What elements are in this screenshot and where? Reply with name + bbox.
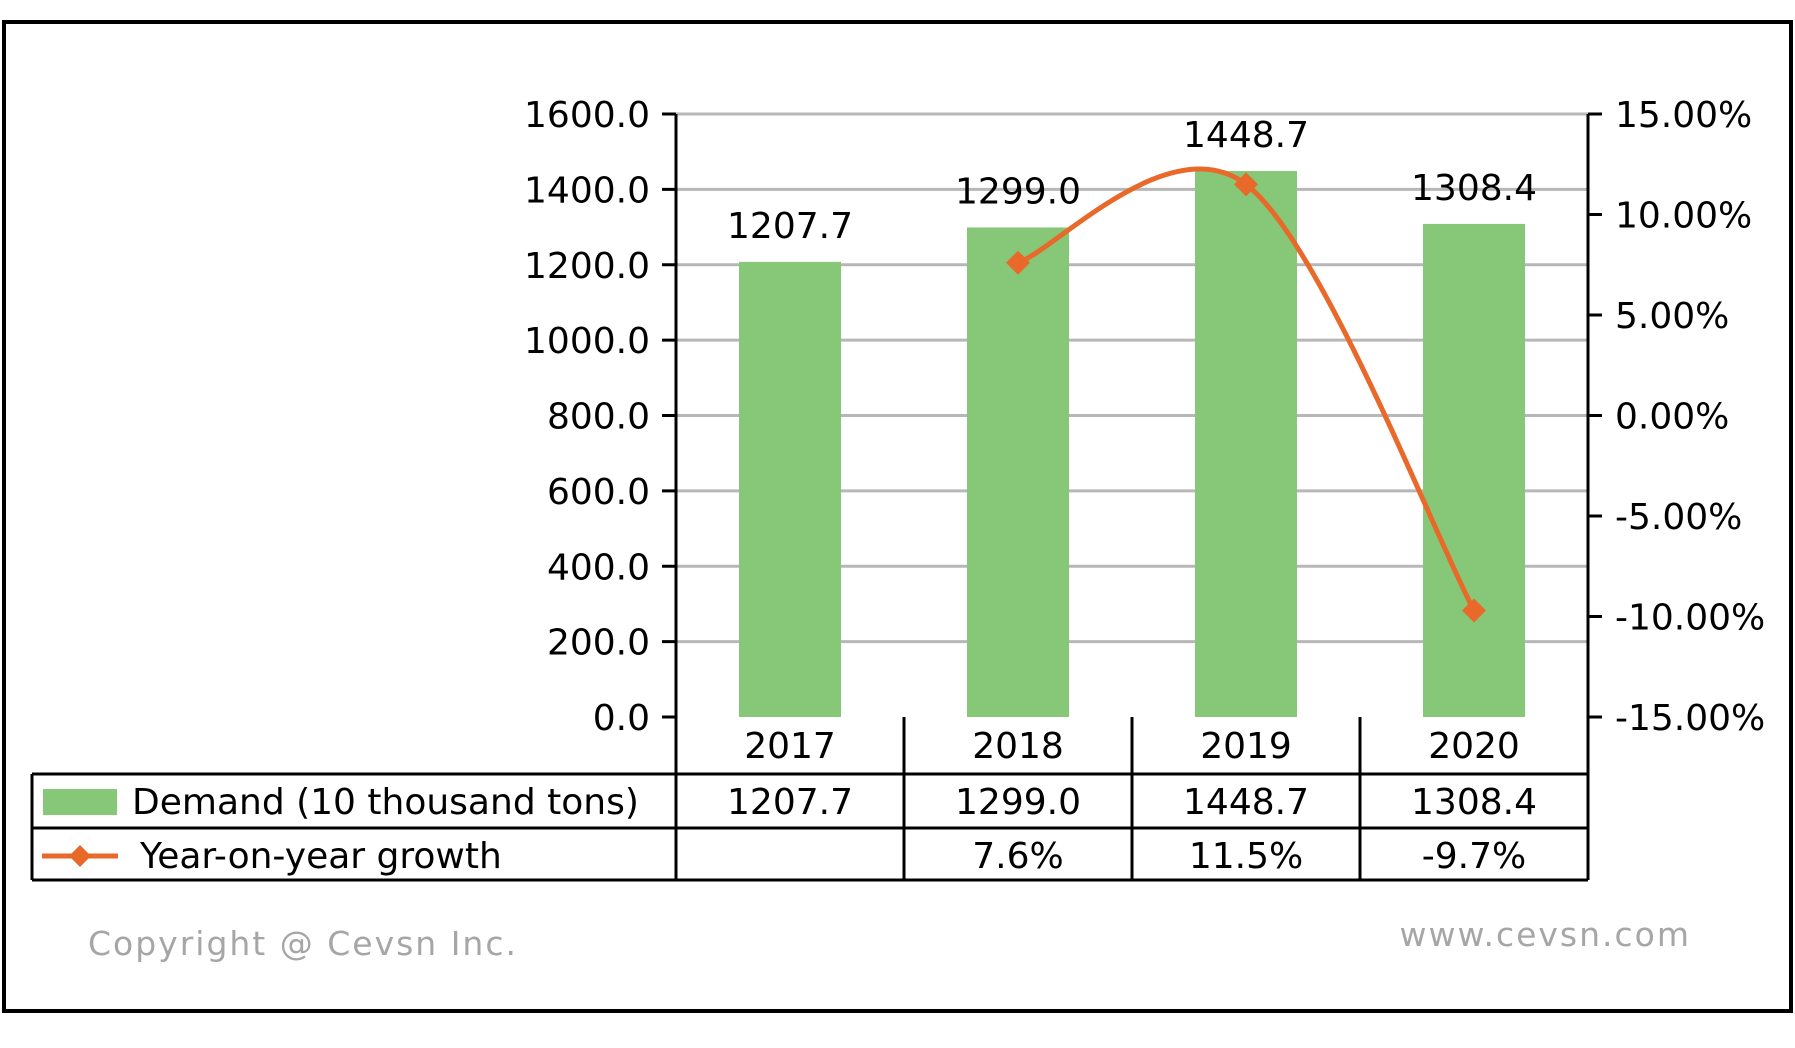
bar-data-label: 1299.0 — [955, 171, 1081, 212]
left-axis-tick-label: 1200.0 — [524, 246, 650, 287]
left-axis-tick-label: 0.0 — [593, 698, 650, 739]
table-cell-demand: 1299.0 — [955, 782, 1081, 823]
table-cell-demand: 1308.4 — [1411, 782, 1537, 823]
growth-marker — [1462, 598, 1486, 623]
table-cell-demand: 1207.7 — [727, 782, 853, 823]
table-cell-demand: 1448.7 — [1183, 782, 1309, 823]
bar — [739, 261, 841, 717]
left-axis-tick-label: 400.0 — [547, 547, 650, 588]
bar-series — [739, 171, 1525, 718]
right-axis-tick-label: 5.00% — [1615, 296, 1729, 337]
right-axis-tick-label: -10.00% — [1615, 598, 1765, 639]
legend-line-label: Year-on-year growth — [139, 836, 502, 877]
category-label: 2018 — [972, 726, 1064, 767]
legend-bar-label: Demand (10 thousand tons) — [132, 782, 639, 823]
left-axis-tick-label: 200.0 — [547, 623, 650, 664]
copyright-text: Copyright @ Cevsn Inc. — [88, 924, 518, 963]
line-series — [1006, 166, 1486, 623]
category-label: 2017 — [744, 726, 836, 767]
left-axis-tick-label: 600.0 — [547, 472, 650, 513]
website-text: www.cevsn.com — [1400, 915, 1691, 954]
category-label: 2020 — [1428, 726, 1520, 767]
legend-bar-swatch — [43, 789, 117, 815]
bar — [967, 227, 1069, 717]
table-cell-growth: 11.5% — [1189, 836, 1303, 877]
left-axis-tick-label: 1000.0 — [524, 321, 650, 362]
table-cell-growth: 7.6% — [972, 836, 1063, 877]
right-axis-tick-label: 0.00% — [1615, 397, 1729, 438]
table-cell-growth: -9.7% — [1422, 836, 1526, 877]
left-axis-tick-label: 1600.0 — [524, 95, 650, 136]
bar-data-label: 1448.7 — [1183, 115, 1309, 156]
legend-line-marker — [69, 845, 91, 867]
bar-data-label: 1207.7 — [727, 206, 853, 247]
right-axis-tick-label: 10.00% — [1615, 196, 1752, 237]
left-axis-tick-label: 1400.0 — [524, 170, 650, 211]
bar — [1423, 223, 1525, 718]
growth-marker — [1234, 172, 1258, 197]
bar — [1195, 171, 1297, 718]
right-axis-tick-label: -15.00% — [1615, 698, 1765, 739]
right-axis-tick-label: -5.00% — [1615, 497, 1742, 538]
bar-data-labels: 1207.7 1299.0 1448.7 1308.4 — [727, 115, 1537, 247]
growth-line — [1017, 166, 1477, 612]
growth-marker — [1006, 250, 1030, 275]
category-label: 2019 — [1200, 726, 1292, 767]
axes: 0.0 200.0 400.0 600.0 800.0 1000.0 1200.0 1400.… — [524, 95, 1765, 739]
left-axis-tick-label: 800.0 — [547, 397, 650, 438]
bar-data-label: 1308.4 — [1411, 168, 1537, 209]
right-axis-tick-label: 15.00% — [1615, 95, 1752, 136]
data-table: 2017 2018 2019 2020 Demand (10 thousand tons… — [30, 717, 1590, 882]
